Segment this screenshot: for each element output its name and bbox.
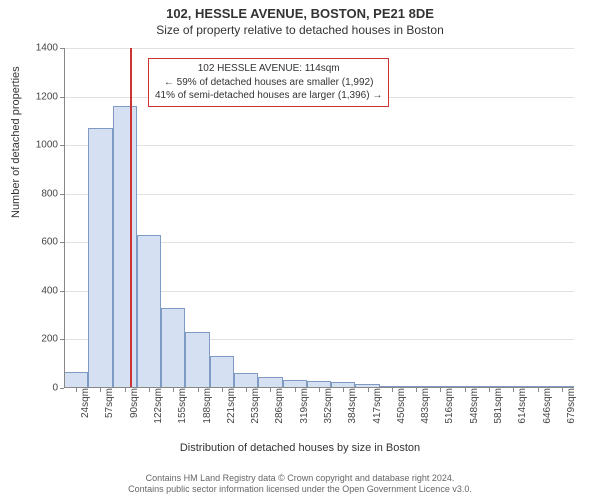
- x-tick-mark: [246, 388, 247, 392]
- x-tick-mark: [100, 388, 101, 392]
- y-axis-label: Number of detached properties: [10, 66, 22, 218]
- y-tick-label: 800: [41, 188, 64, 199]
- y-tick-label: 600: [41, 237, 64, 248]
- x-tick-label: 384sqm: [347, 388, 358, 424]
- x-tick-mark: [538, 388, 539, 392]
- x-tick-mark: [149, 388, 150, 392]
- callout-line: ← 59% of detached houses are smaller (1,…: [155, 76, 382, 90]
- x-tick-mark: [198, 388, 199, 392]
- page-subtitle: Size of property relative to detached ho…: [0, 21, 600, 37]
- x-tick-label: 581sqm: [493, 388, 504, 424]
- histogram-bar: [210, 356, 234, 388]
- y-tick-label: 400: [41, 285, 64, 296]
- x-tick-mark: [368, 388, 369, 392]
- y-tick-label: 1400: [36, 43, 64, 54]
- gridline: [64, 194, 574, 195]
- x-tick-label: 516sqm: [444, 388, 455, 424]
- x-tick-mark: [295, 388, 296, 392]
- property-marker-line: [130, 48, 132, 388]
- x-tick-label: 483sqm: [420, 388, 431, 424]
- gridline: [64, 145, 574, 146]
- histogram-bar: [64, 372, 88, 388]
- x-tick-label: 155sqm: [177, 388, 188, 424]
- x-tick-mark: [416, 388, 417, 392]
- histogram-bar: [88, 128, 112, 388]
- gridline: [64, 48, 574, 49]
- y-tick-label: 1200: [36, 91, 64, 102]
- x-tick-mark: [513, 388, 514, 392]
- x-tick-label: 352sqm: [323, 388, 334, 424]
- footer-line-2: Contains public sector information licen…: [0, 484, 600, 496]
- x-tick-label: 90sqm: [129, 388, 140, 418]
- y-tick-label: 200: [41, 334, 64, 345]
- y-axis-line: [64, 48, 65, 388]
- x-tick-mark: [343, 388, 344, 392]
- x-tick-mark: [489, 388, 490, 392]
- x-tick-mark: [392, 388, 393, 392]
- x-tick-label: 319sqm: [299, 388, 310, 424]
- x-tick-mark: [270, 388, 271, 392]
- x-tick-mark: [173, 388, 174, 392]
- x-tick-label: 57sqm: [104, 388, 115, 418]
- histogram-bar: [234, 373, 258, 388]
- callout-line: 102 HESSLE AVENUE: 114sqm: [155, 62, 382, 76]
- x-tick-label: 253sqm: [250, 388, 261, 424]
- y-tick-label: 1000: [36, 140, 64, 151]
- x-tick-mark: [440, 388, 441, 392]
- footer-attribution: Contains HM Land Registry data © Crown c…: [0, 473, 600, 496]
- histogram-bar: [185, 332, 209, 388]
- x-tick-label: 188sqm: [202, 388, 213, 424]
- x-tick-mark: [222, 388, 223, 392]
- x-tick-mark: [562, 388, 563, 392]
- x-tick-label: 417sqm: [372, 388, 383, 424]
- x-tick-mark: [319, 388, 320, 392]
- footer-line-1: Contains HM Land Registry data © Crown c…: [0, 473, 600, 485]
- x-tick-label: 614sqm: [517, 388, 528, 424]
- page-address-title: 102, HESSLE AVENUE, BOSTON, PE21 8DE: [0, 0, 600, 21]
- histogram-bar: [161, 308, 185, 388]
- x-tick-label: 548sqm: [469, 388, 480, 424]
- histogram-chart: 102 HESSLE AVENUE: 114sqm← 59% of detach…: [64, 48, 574, 388]
- histogram-bar: [113, 106, 137, 388]
- x-tick-mark: [125, 388, 126, 392]
- x-tick-label: 450sqm: [396, 388, 407, 424]
- x-tick-mark: [76, 388, 77, 392]
- property-callout: 102 HESSLE AVENUE: 114sqm← 59% of detach…: [148, 58, 389, 107]
- y-tick-label: 0: [52, 383, 64, 394]
- x-tick-label: 221sqm: [226, 388, 237, 424]
- histogram-bar: [137, 235, 161, 388]
- x-tick-mark: [465, 388, 466, 392]
- x-tick-label: 646sqm: [542, 388, 553, 424]
- callout-line: 41% of semi-detached houses are larger (…: [155, 89, 382, 103]
- x-tick-label: 286sqm: [274, 388, 285, 424]
- x-tick-label: 122sqm: [153, 388, 164, 424]
- x-tick-label: 679sqm: [566, 388, 577, 424]
- x-axis-label: Distribution of detached houses by size …: [0, 442, 600, 454]
- x-tick-label: 24sqm: [80, 388, 91, 418]
